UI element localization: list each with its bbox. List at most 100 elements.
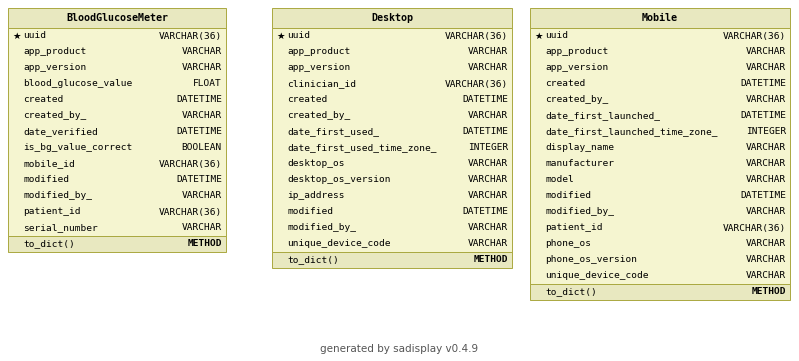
- Text: FLOAT: FLOAT: [193, 79, 222, 88]
- Text: phone_os: phone_os: [545, 239, 591, 248]
- Bar: [530, 284, 790, 300]
- Text: modified_by_: modified_by_: [545, 208, 614, 217]
- Text: VARCHAR: VARCHAR: [181, 64, 222, 73]
- Text: VARCHAR(36): VARCHAR(36): [159, 208, 222, 217]
- Text: ★: ★: [12, 31, 21, 40]
- Text: ip_address: ip_address: [287, 191, 344, 200]
- Text: VARCHAR: VARCHAR: [467, 112, 508, 121]
- Text: INTEGER: INTEGER: [467, 144, 508, 152]
- Text: generated by sadisplay v0.4.9: generated by sadisplay v0.4.9: [320, 344, 479, 354]
- Text: VARCHAR(36): VARCHAR(36): [723, 223, 786, 232]
- Text: desktop_os: desktop_os: [287, 160, 344, 169]
- Text: uuid: uuid: [23, 31, 46, 40]
- Text: date_first_used_: date_first_used_: [287, 127, 379, 136]
- Text: DATETIME: DATETIME: [740, 79, 786, 88]
- Text: uuid: uuid: [545, 31, 568, 40]
- Text: VARCHAR: VARCHAR: [181, 223, 222, 232]
- Text: VARCHAR: VARCHAR: [745, 208, 786, 217]
- Text: app_product: app_product: [545, 48, 608, 57]
- Text: VARCHAR: VARCHAR: [467, 48, 508, 57]
- Text: app_version: app_version: [23, 64, 86, 73]
- Text: VARCHAR: VARCHAR: [745, 256, 786, 265]
- Text: METHOD: METHOD: [474, 256, 508, 265]
- Text: DATETIME: DATETIME: [176, 127, 222, 136]
- Text: METHOD: METHOD: [752, 287, 786, 296]
- Text: desktop_os_version: desktop_os_version: [287, 175, 391, 184]
- Text: app_version: app_version: [287, 64, 350, 73]
- Text: Desktop: Desktop: [371, 13, 413, 23]
- Text: VARCHAR: VARCHAR: [467, 191, 508, 200]
- Text: date_first_launched_time_zone_: date_first_launched_time_zone_: [545, 127, 718, 136]
- Text: VARCHAR: VARCHAR: [181, 112, 222, 121]
- Text: VARCHAR: VARCHAR: [745, 144, 786, 152]
- Text: METHOD: METHOD: [188, 239, 222, 248]
- Text: patient_id: patient_id: [545, 223, 602, 232]
- Text: to_dict(): to_dict(): [545, 287, 597, 296]
- Text: DATETIME: DATETIME: [462, 208, 508, 217]
- Bar: [272, 8, 512, 28]
- Text: BloodGlucoseMeter: BloodGlucoseMeter: [66, 13, 168, 23]
- Text: DATETIME: DATETIME: [740, 191, 786, 200]
- Text: VARCHAR: VARCHAR: [181, 48, 222, 57]
- Text: modified: modified: [545, 191, 591, 200]
- Text: to_dict(): to_dict(): [23, 239, 75, 248]
- Text: created: created: [287, 96, 328, 104]
- Text: ★: ★: [276, 31, 284, 40]
- Text: to_dict(): to_dict(): [287, 256, 339, 265]
- Text: INTEGER: INTEGER: [745, 127, 786, 136]
- Text: VARCHAR(36): VARCHAR(36): [159, 31, 222, 40]
- Text: modified_by_: modified_by_: [287, 223, 356, 232]
- Text: VARCHAR(36): VARCHAR(36): [159, 160, 222, 169]
- Text: blood_glucose_value: blood_glucose_value: [23, 79, 133, 88]
- Bar: [530, 8, 790, 28]
- Text: mobile_id: mobile_id: [23, 160, 75, 169]
- Text: VARCHAR: VARCHAR: [467, 175, 508, 184]
- Bar: [8, 8, 226, 28]
- Text: app_product: app_product: [23, 48, 86, 57]
- Text: VARCHAR: VARCHAR: [745, 48, 786, 57]
- Text: VARCHAR(36): VARCHAR(36): [723, 31, 786, 40]
- Text: DATETIME: DATETIME: [740, 112, 786, 121]
- Text: ★: ★: [534, 31, 543, 40]
- Text: patient_id: patient_id: [23, 208, 81, 217]
- Text: manufacturer: manufacturer: [545, 160, 614, 169]
- Text: date_first_launched_: date_first_launched_: [545, 112, 660, 121]
- Text: DATETIME: DATETIME: [176, 175, 222, 184]
- Text: modified: modified: [287, 208, 333, 217]
- Text: DATETIME: DATETIME: [462, 96, 508, 104]
- Text: DATETIME: DATETIME: [176, 96, 222, 104]
- Text: app_product: app_product: [287, 48, 350, 57]
- Text: VARCHAR: VARCHAR: [467, 160, 508, 169]
- Text: display_name: display_name: [545, 144, 614, 152]
- Text: VARCHAR: VARCHAR: [181, 191, 222, 200]
- Text: VARCHAR: VARCHAR: [467, 64, 508, 73]
- Bar: [8, 236, 226, 252]
- Text: model: model: [545, 175, 574, 184]
- Text: created: created: [545, 79, 585, 88]
- Text: VARCHAR(36): VARCHAR(36): [445, 31, 508, 40]
- Text: unique_device_code: unique_device_code: [287, 239, 391, 248]
- Text: VARCHAR: VARCHAR: [745, 64, 786, 73]
- Text: BOOLEAN: BOOLEAN: [181, 144, 222, 152]
- Bar: [272, 252, 512, 268]
- Text: VARCHAR: VARCHAR: [745, 271, 786, 280]
- Text: VARCHAR: VARCHAR: [745, 175, 786, 184]
- Bar: [272, 28, 512, 252]
- Text: date_first_used_time_zone_: date_first_used_time_zone_: [287, 144, 436, 152]
- Text: created_by_: created_by_: [23, 112, 86, 121]
- Text: VARCHAR: VARCHAR: [745, 96, 786, 104]
- Text: unique_device_code: unique_device_code: [545, 271, 649, 280]
- Text: phone_os_version: phone_os_version: [545, 256, 637, 265]
- Text: uuid: uuid: [287, 31, 310, 40]
- Bar: [530, 28, 790, 284]
- Text: created_by_: created_by_: [545, 96, 608, 104]
- Text: DATETIME: DATETIME: [462, 127, 508, 136]
- Text: VARCHAR: VARCHAR: [467, 223, 508, 232]
- Text: clinician_id: clinician_id: [287, 79, 356, 88]
- Text: VARCHAR: VARCHAR: [745, 239, 786, 248]
- Text: created_by_: created_by_: [287, 112, 350, 121]
- Text: date_verified: date_verified: [23, 127, 97, 136]
- Text: VARCHAR: VARCHAR: [745, 160, 786, 169]
- Text: modified: modified: [23, 175, 69, 184]
- Text: serial_number: serial_number: [23, 223, 97, 232]
